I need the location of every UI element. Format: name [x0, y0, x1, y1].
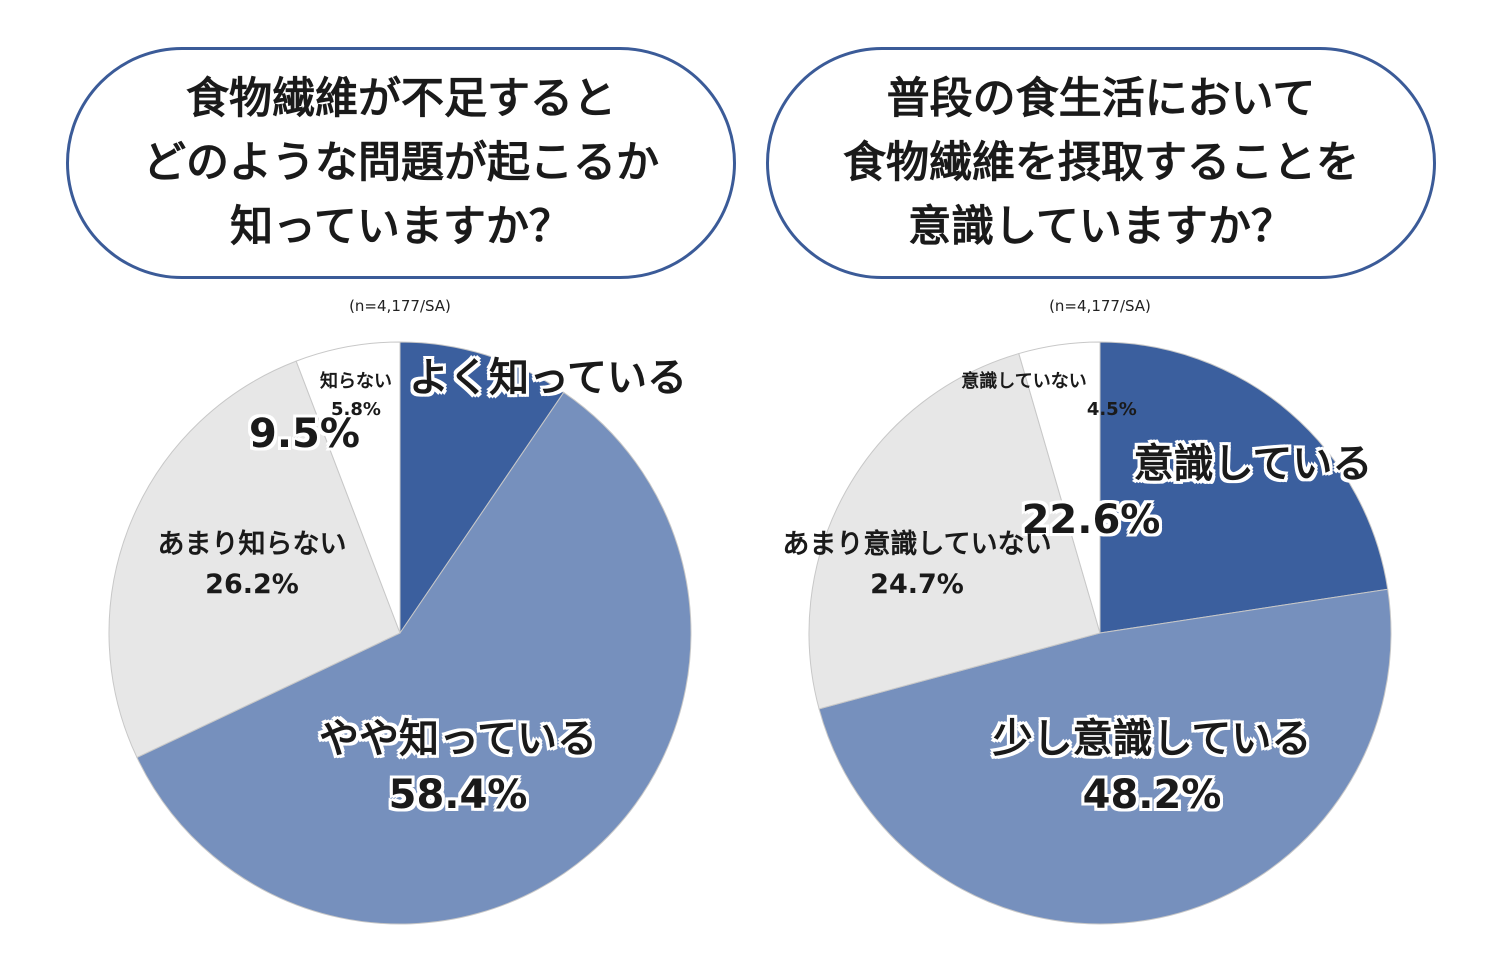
pie-slice-4: [1018, 341, 1101, 634]
chart-title: 食物繊維が不足すると どのような問題が起こるか 知っていますか？: [143, 74, 659, 252]
question-bubble: 食物繊維が不足すると どのような問題が起こるか 知っていますか？: [66, 47, 736, 279]
slice-label-3: あまり意識していない 24.7%: [782, 525, 1051, 605]
pie-chart: [808, 341, 1392, 925]
slice-value: 58.4%: [388, 772, 528, 818]
slice-value: 22.6%: [1021, 497, 1161, 543]
slice-label-3: あまり知らない 26.2%: [158, 525, 347, 605]
slice-label-4: 意識していない 4.5%: [961, 368, 1136, 424]
pie-slice-2: [818, 588, 1392, 925]
sample-size-note: (n=4,177/SA): [1049, 297, 1151, 315]
question-bubble: 普段の食生活において 食物繊維を摂取することを 意識していますか？: [766, 47, 1436, 279]
pie-slice-3: [108, 360, 401, 759]
slice-value: 48.2%: [1082, 772, 1222, 818]
pie-slice-2: [136, 391, 692, 925]
slice-name: あまり知らない: [157, 529, 347, 560]
chart-title: 普段の食生活において 食物繊維を摂取することを 意識していますか？: [843, 74, 1359, 252]
sample-size-note: (n=4,177/SA): [349, 297, 451, 315]
slice-name: 意識している: [1133, 441, 1373, 487]
slice-value: 24.7%: [870, 569, 964, 600]
slice-label-1: よく知っている 9.5%: [249, 350, 687, 462]
slice-name: 知らない: [320, 371, 392, 392]
chart-panel-awareness: 普段の食生活において 食物繊維を摂取することを 意識していますか？ (n=4,1…: [700, 0, 1450, 966]
slice-label-4: 知らない 5.8%: [320, 368, 392, 424]
slice-value: 9.5%: [249, 411, 360, 457]
chart-panel-knowledge: 食物繊維が不足すると どのような問題が起こるか 知っていますか？ (n=4,17…: [66, 47, 736, 925]
slice-label-2: やや知っている 58.4%: [319, 711, 597, 823]
pie-slice-1: [399, 341, 565, 635]
slice-name: 少し意識している: [992, 716, 1312, 762]
pie-slice-4: [295, 341, 401, 634]
slice-name: やや知っている: [319, 716, 597, 762]
slice-value: 26.2%: [205, 569, 299, 600]
pie-slice-3: [808, 352, 1101, 710]
slice-name: あまり意識していない: [782, 529, 1052, 560]
slice-name: よく知っている: [409, 355, 687, 401]
pie-chart: [108, 341, 692, 925]
pie-slice-1: [1099, 341, 1389, 634]
slice-value: 5.8%: [331, 399, 381, 420]
slice-label-1: 意識している 22.6%: [1022, 436, 1373, 548]
slice-value: 4.5%: [1086, 399, 1137, 420]
slice-name: 意識していない: [961, 371, 1087, 392]
slice-label-2: 少し意識している 48.2%: [993, 711, 1312, 823]
